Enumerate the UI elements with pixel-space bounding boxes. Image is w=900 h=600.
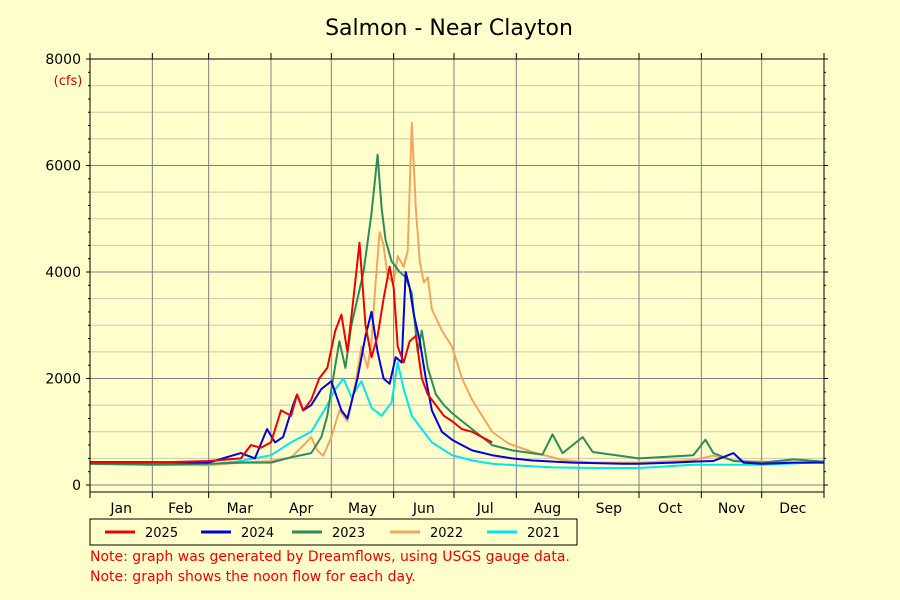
month-label: Sep: [596, 501, 623, 517]
series-line-2021: [89, 361, 825, 469]
legend-label-2024: 2024: [241, 526, 274, 541]
y-tick-label: 4000: [45, 265, 81, 281]
series-line-2023: [89, 153, 825, 466]
chart-title: Salmon - Near Clayton: [325, 16, 573, 41]
y-unit-label: (cfs): [54, 74, 83, 89]
legend-label-2023: 2023: [332, 526, 365, 541]
month-label: May: [348, 501, 377, 517]
month-label: Nov: [718, 501, 745, 517]
note-source: Note: graph was generated by Dreamflows,…: [90, 549, 570, 565]
month-label: Oct: [658, 501, 683, 517]
series-lines: [89, 121, 825, 469]
series-line-2024: [90, 271, 824, 465]
legend-label-2021: 2021: [527, 526, 560, 541]
legend-label-2025: 2025: [145, 526, 178, 541]
note-noon-flow: Note: graph shows the noon flow for each…: [90, 569, 416, 585]
legend-label-2022: 2022: [430, 526, 463, 541]
month-label: Apr: [289, 501, 313, 517]
axes: 0 2000 4000 6000 8000 Jan Feb Mar Apr May Jun Jul Au…: [45, 52, 828, 517]
y-tick-label: 6000: [45, 159, 81, 175]
legend: 2025 2024 2023 2022 2021: [89, 518, 578, 546]
month-label: Jun: [412, 501, 435, 517]
month-label: Jan: [109, 501, 132, 517]
series-line-2025: [90, 241, 493, 464]
y-tick-label: 2000: [45, 372, 81, 388]
month-label: Mar: [227, 501, 254, 517]
y-tick-label: 8000: [45, 52, 81, 68]
month-label: Dec: [779, 501, 806, 517]
grid: [89, 58, 825, 492]
series-line-2022: [89, 121, 825, 467]
plot-frame: [89, 58, 825, 493]
legend-box: [89, 518, 578, 546]
month-label: Feb: [168, 501, 193, 517]
y-tick-label: 0: [72, 478, 81, 494]
month-label: Aug: [534, 501, 561, 517]
month-label: Jul: [476, 501, 494, 517]
